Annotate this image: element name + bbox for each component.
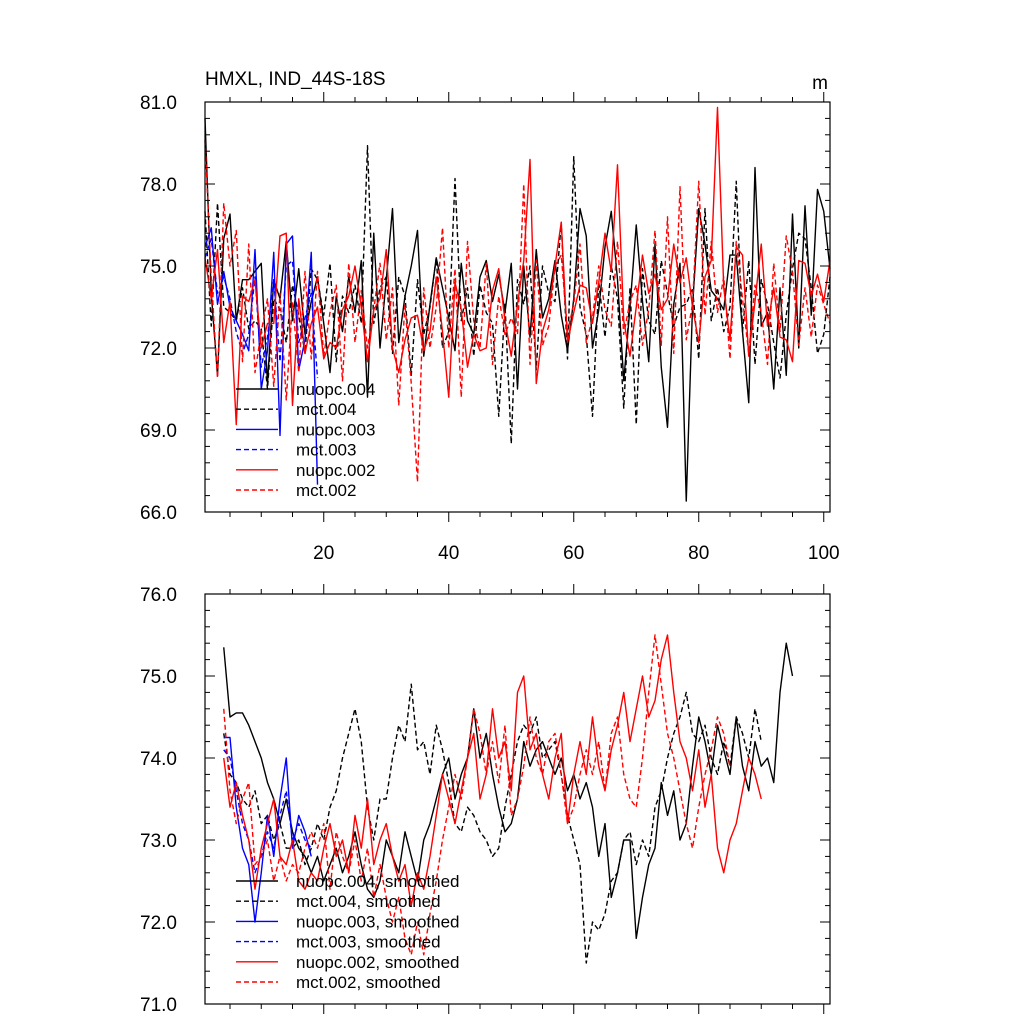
y-tick-label: 72.0	[140, 913, 177, 934]
plot-frame	[204, 101, 831, 513]
legend-label-mct-002-smoothed: mct.002, smoothed	[296, 973, 441, 992]
legend-label-mct-004: mct.004	[296, 400, 356, 419]
series-line-mct-004-smoothed	[223, 683, 762, 964]
top-chart-panel: 20 40 60 80 100 66.0 69.0 72.0 75.0 78.0 81.0 HMXL,…	[140, 69, 840, 564]
plot-frame	[204, 593, 831, 1005]
x-tick-label: 60	[563, 543, 584, 564]
series-line-nuopc-004	[204, 118, 831, 502]
series-line-nuopc-002-smoothed	[223, 634, 762, 907]
y-tick-label: 73.0	[140, 831, 177, 852]
legend-label-nuopc-003-smoothed: nuopc.003, smoothed	[296, 912, 460, 931]
legend-label-mct-002: mct.002	[296, 481, 356, 500]
series-line-nuopc-004-smoothed	[223, 642, 794, 940]
legend-label-nuopc-004-smoothed: nuopc.004, smoothed	[296, 872, 460, 891]
units-label: m	[812, 73, 828, 94]
chart-title: HMXL, IND_44S-18S	[205, 69, 386, 90]
legend-label-mct-003: mct.003	[296, 441, 356, 460]
y-tick-label: 74.0	[140, 749, 177, 770]
series-line-mct-002-smoothed	[223, 634, 731, 956]
x-tick-label: 20	[313, 543, 334, 564]
y-tick-label: 75.0	[140, 257, 177, 278]
legend-label-nuopc-002-smoothed: nuopc.002, smoothed	[296, 953, 460, 972]
x-tick-label: 100	[808, 543, 840, 564]
y-tick-label: 81.0	[140, 93, 177, 114]
y-tick-label: 69.0	[140, 421, 177, 442]
bottom-chart-panel: 71.0 72.0 73.0 74.0 75.0 76.0 nuopc.004, smoot…	[140, 584, 831, 1016]
series-line-nuopc-003-smoothed	[223, 736, 312, 923]
y-tick-label: 71.0	[140, 995, 177, 1016]
x-tick-label: 80	[688, 543, 709, 564]
legend-label-nuopc-002: nuopc.002	[296, 461, 375, 480]
legend-label-nuopc-004: nuopc.004	[296, 380, 375, 399]
legend-label-mct-003-smoothed: mct.003, smoothed	[296, 933, 441, 952]
series-line-mct-003	[204, 237, 319, 379]
y-tick-label: 76.0	[140, 585, 177, 606]
y-tick-label: 66.0	[140, 503, 177, 524]
legend-label-mct-004-smoothed: mct.004, smoothed	[296, 892, 441, 911]
x-tick-label: 40	[438, 543, 459, 564]
series-line-mct-004	[204, 145, 831, 445]
series-line-mct-002	[204, 140, 831, 483]
series-line-mct-003-smoothed	[223, 749, 312, 874]
legend-label-nuopc-003: nuopc.003	[296, 420, 375, 439]
y-tick-label: 75.0	[140, 667, 177, 688]
y-tick-label: 78.0	[140, 175, 177, 196]
y-tick-label: 72.0	[140, 339, 177, 360]
